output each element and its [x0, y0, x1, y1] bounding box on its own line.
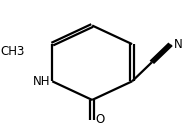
- Text: N: N: [174, 38, 182, 51]
- Text: NH: NH: [33, 75, 51, 88]
- Text: O: O: [95, 113, 105, 126]
- Text: CH3: CH3: [0, 45, 25, 58]
